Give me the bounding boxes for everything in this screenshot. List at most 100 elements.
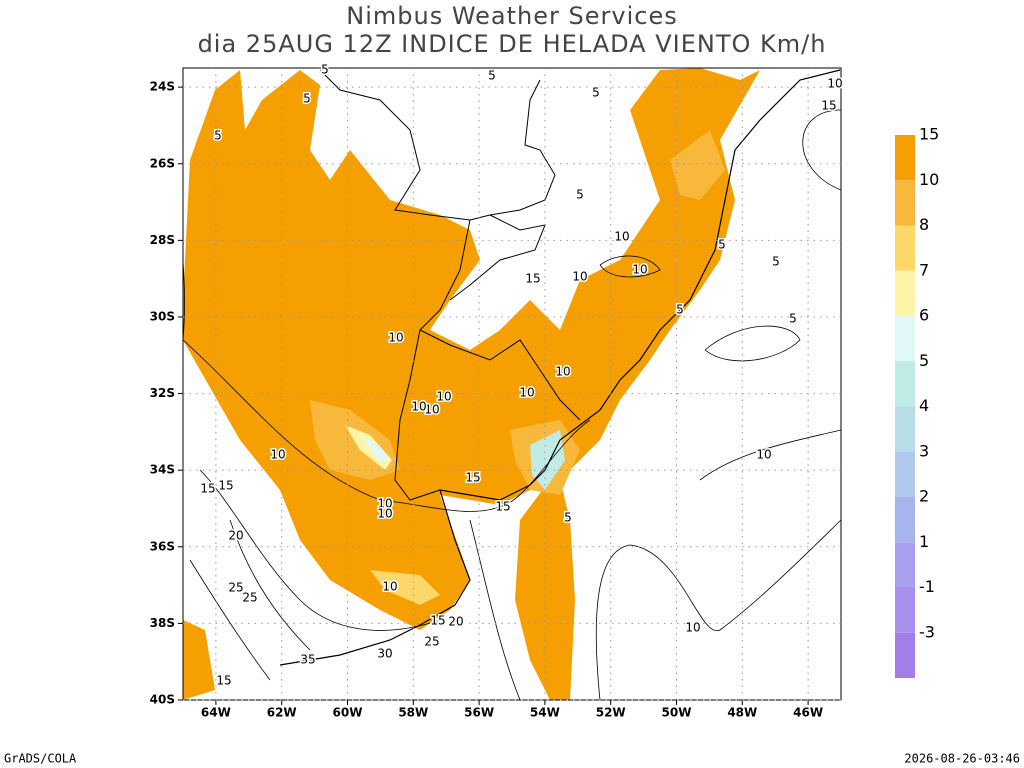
shaded-field — [360, 435, 390, 462]
contour-label: 10 — [756, 448, 771, 462]
colorbar-swatch — [895, 270, 915, 316]
contour-label: 15 — [495, 500, 510, 514]
x-tick-label: 52W — [596, 706, 626, 720]
x-tick-label: 58W — [398, 706, 428, 720]
colorbar-label: 7 — [919, 260, 929, 279]
colorbar-label: 10 — [919, 170, 939, 189]
contour-label: 5 — [321, 63, 329, 77]
contour-label: 10 — [377, 507, 392, 521]
contour-label: 20 — [228, 529, 243, 543]
contour-label: 5 — [592, 86, 600, 100]
contour-label: 5 — [564, 511, 572, 525]
colorbar-swatch — [895, 225, 915, 271]
shaded-field — [183, 620, 215, 700]
y-tick-label: 28S — [150, 233, 175, 247]
x-tick-label: 48W — [727, 706, 757, 720]
x-tick-label: 60W — [333, 706, 363, 720]
colorbar-label: 15 — [919, 125, 939, 144]
contour-label: 5 — [488, 69, 496, 83]
contour-label: 5 — [772, 255, 780, 269]
contour-label: 20 — [448, 615, 463, 629]
colorbar-label: -3 — [919, 622, 935, 641]
contour-label: 30 — [377, 647, 392, 661]
contour-label: 10 — [572, 270, 587, 284]
y-tick-label: 24S — [150, 80, 175, 94]
contour-label: 15 — [218, 479, 233, 493]
contour-label: 5 — [676, 303, 684, 317]
x-tick-label: 54W — [530, 706, 560, 720]
contour-label: 10 — [685, 621, 700, 635]
contour-label: 10 — [424, 403, 439, 417]
contour-label: 5 — [789, 312, 797, 326]
colorbar-swatch — [895, 451, 915, 497]
colorbar-swatch — [895, 497, 915, 543]
contour-label: 10 — [270, 448, 285, 462]
y-tick-label: 38S — [150, 616, 175, 630]
contour-label: 10 — [519, 386, 534, 400]
colorbar-label: 2 — [919, 487, 929, 506]
contour-label: 15 — [216, 674, 231, 688]
map-field — [183, 68, 841, 700]
contour-label: 10 — [436, 390, 451, 404]
colorbar-swatch — [895, 587, 915, 633]
shaded-field — [670, 130, 725, 200]
contour-line — [183, 90, 841, 700]
y-tick-label: 36S — [150, 539, 175, 553]
y-tick-label: 26S — [150, 156, 175, 170]
x-tick-label: 62W — [267, 706, 297, 720]
contour-label: 25 — [228, 581, 243, 595]
footer-right: 2026-08-26-03:46 — [904, 752, 1020, 766]
colorbar-label: 3 — [919, 441, 929, 460]
contour-label: 5 — [214, 129, 222, 143]
colorbar-label: 6 — [919, 306, 929, 325]
colorbar-label: 8 — [919, 215, 929, 234]
colorbar-label: -1 — [919, 577, 935, 596]
y-tick-label: 32S — [150, 386, 175, 400]
contour-label: 10 — [614, 230, 629, 244]
contour-label: 10 — [382, 580, 397, 594]
y-tick-label: 34S — [150, 463, 175, 477]
colorbar: 15 10 8 7 6 5 4 3 2 1 -1 -3 — [895, 125, 939, 678]
contour-label: 5 — [303, 92, 311, 106]
colorbar-swatch — [895, 180, 915, 226]
x-tick-label: 50W — [662, 706, 692, 720]
shaded-field — [370, 570, 440, 605]
x-tick-label: 64W — [201, 706, 231, 720]
contour-label: 35 — [300, 653, 315, 667]
footer-left: GrADS/COLA — [4, 752, 77, 766]
contour-label: 10 — [377, 497, 392, 511]
contour-label: 25 — [242, 591, 257, 605]
colorbar-swatch — [895, 316, 915, 362]
contour-label: 10 — [827, 77, 842, 91]
colorbar-label: 4 — [919, 396, 929, 415]
colorbar-label: 1 — [919, 532, 929, 551]
contour-label: 15 — [525, 272, 540, 286]
border — [319, 69, 581, 501]
contour-label: 5 — [576, 188, 584, 202]
x-tick-label: 56W — [464, 706, 494, 720]
contour-label: 10 — [388, 331, 403, 345]
y-tick-label: 40S — [150, 693, 175, 707]
contour-label: 25 — [424, 635, 439, 649]
colorbar-swatch — [895, 406, 915, 452]
x-tick-label: 46W — [793, 706, 823, 720]
colorbar-swatch — [895, 542, 915, 588]
colorbar-label: 5 — [919, 351, 929, 370]
contour-label: 10 — [555, 365, 570, 379]
contour-label: 15 — [465, 471, 480, 485]
contour-label: 15 — [821, 99, 836, 113]
coastline — [279, 69, 841, 666]
contour-label: 15 — [430, 614, 445, 628]
contour-label: 10 — [632, 263, 647, 277]
contour-label: 10 — [411, 400, 426, 414]
contour-label: 5 — [718, 238, 726, 252]
colorbar-swatch — [895, 135, 915, 181]
title-line: Nimbus Weather Services — [346, 2, 677, 30]
colorbar-swatch — [895, 361, 915, 407]
y-tick-label: 30S — [150, 309, 175, 323]
map-frame — [182, 67, 842, 701]
contour-label: 15 — [200, 482, 215, 496]
colorbar-swatch — [895, 632, 915, 678]
title-line: dia 25AUG 12Z INDICE DE HELADA VIENTO Km… — [198, 30, 827, 58]
